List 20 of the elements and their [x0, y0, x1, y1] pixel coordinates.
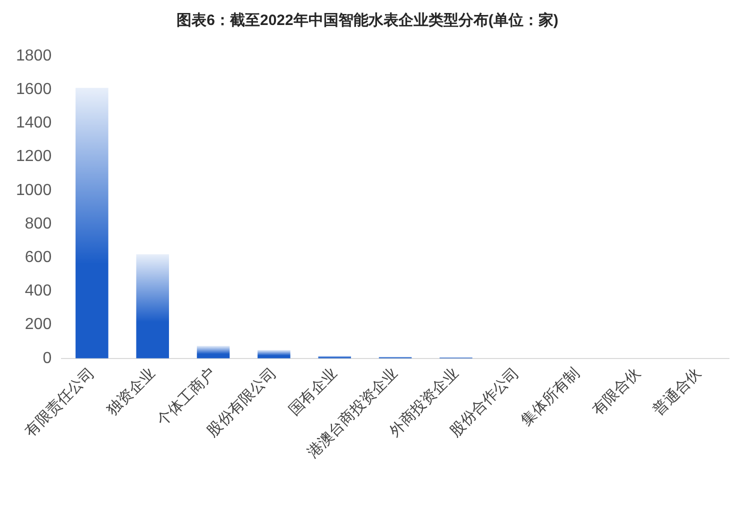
y-tick-label: 800 — [24, 215, 52, 232]
bar — [196, 346, 230, 358]
bar — [76, 88, 108, 358]
y-tick-label: 400 — [24, 282, 52, 300]
y-tick-label: 1800 — [16, 47, 52, 64]
bar — [258, 350, 290, 358]
x-tick-label: 有限责任公司 — [22, 364, 98, 440]
x-tick-label: 普通合伙 — [650, 364, 704, 419]
y-tick-label: 1400 — [16, 114, 52, 132]
chart-title: 图表6：截至2022年中国智能水表企业类型分布(单位：家) — [176, 11, 558, 30]
y-tick-label: 1000 — [16, 182, 52, 199]
x-tick-label: 有限合伙 — [589, 364, 644, 419]
y-tick-label: 200 — [24, 316, 52, 334]
y-tick-label: 600 — [24, 249, 52, 266]
y-tick-label: 0 — [42, 350, 52, 367]
y-tick-label: 1200 — [16, 148, 52, 166]
y-tick-label: 1600 — [16, 81, 52, 98]
x-tick-label: 集体所有制 — [518, 364, 584, 430]
x-tick-label: 独资企业 — [104, 364, 158, 419]
bar — [136, 254, 169, 358]
